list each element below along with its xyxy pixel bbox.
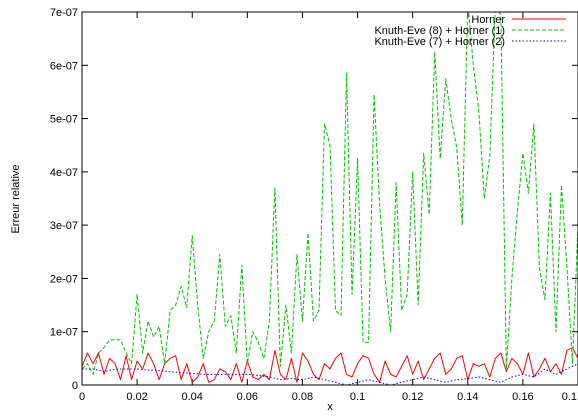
y-tick-label: 1e-07: [50, 327, 78, 339]
legend-label-2: Knuth-Eve (8) + Horner (1): [374, 25, 505, 37]
x-tick-label: 0.12: [402, 391, 423, 403]
y-tick-label: 4e-07: [50, 167, 78, 179]
x-tick-label: 0.04: [182, 391, 203, 403]
x-axis-ticks: 0 0.02 0.04 0.06 0.08 0.1 0.12 0.14 0.16 0.1: [79, 12, 577, 403]
x-tick-label: 0.16: [512, 391, 533, 403]
x-tick-label: 0.06: [237, 391, 258, 403]
legend-label-3: Knuth-Eve (7) + Horner (2): [374, 36, 505, 48]
y-axis-ticks: 0 1e-07 2e-07 3e-07 4e-07 5e-07 6e-07 7e-07: [50, 7, 578, 392]
series-line-3: [82, 363, 578, 385]
x-tick-label: 0.14: [457, 391, 478, 403]
y-tick-label: 0: [72, 380, 78, 392]
x-tick-label: 0: [79, 391, 85, 403]
x-tick-label: 0.02: [126, 391, 147, 403]
series-layer: [82, 12, 578, 385]
series-line-1: [82, 347, 578, 383]
x-tick-label: 0.08: [292, 391, 313, 403]
y-tick-label: 6e-07: [50, 60, 78, 72]
x-axis-title: x: [327, 401, 333, 413]
legend-label-1: Horner: [471, 14, 505, 26]
series-line-2: [82, 12, 578, 375]
x-tick-label: 0.1: [350, 391, 365, 403]
plot-frame: [81, 11, 578, 386]
x-tick-label-edge: 0.1: [562, 391, 577, 403]
y-tick-label: 3e-07: [50, 220, 78, 232]
y-axis-title: Erreur relative: [10, 164, 22, 233]
y-tick-label: 2e-07: [50, 273, 78, 285]
y-tick-label: 5e-07: [50, 114, 78, 126]
y-tick-label: 7e-07: [50, 7, 78, 19]
